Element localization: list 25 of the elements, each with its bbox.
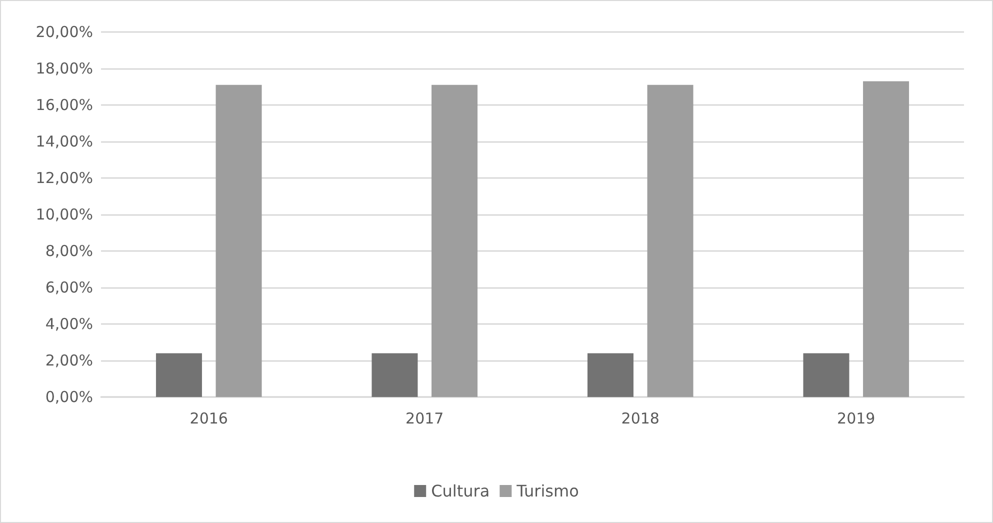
- y-tick-label: 16,00%: [36, 96, 93, 114]
- bar: [156, 353, 202, 397]
- bar: [587, 353, 634, 397]
- x-tick-label: 2018: [621, 410, 660, 428]
- x-tick-label: 2019: [837, 410, 876, 428]
- legend-label: Cultura: [431, 482, 490, 500]
- y-tick-label: 4,00%: [45, 315, 93, 333]
- y-tick-label: 18,00%: [36, 60, 93, 78]
- bar: [803, 353, 850, 397]
- y-tick-label: 12,00%: [36, 169, 93, 187]
- x-tick-label: 2017: [406, 410, 444, 428]
- legend-label: Turismo: [516, 482, 579, 500]
- y-tick-label: 14,00%: [36, 132, 93, 150]
- y-tick-label: 0,00%: [45, 388, 93, 406]
- y-tick-label: 8,00%: [45, 242, 93, 260]
- y-tick-label: 2,00%: [45, 352, 93, 370]
- bar: [432, 84, 478, 397]
- x-tick-label: 2016: [190, 410, 228, 428]
- y-tick-label: 20,00%: [36, 23, 93, 41]
- bar: [216, 84, 262, 397]
- bar: [372, 353, 418, 397]
- y-tick-label: 6,00%: [45, 278, 93, 296]
- bar: [647, 84, 694, 397]
- y-tick-label: 10,00%: [36, 206, 93, 224]
- bar: [863, 81, 910, 397]
